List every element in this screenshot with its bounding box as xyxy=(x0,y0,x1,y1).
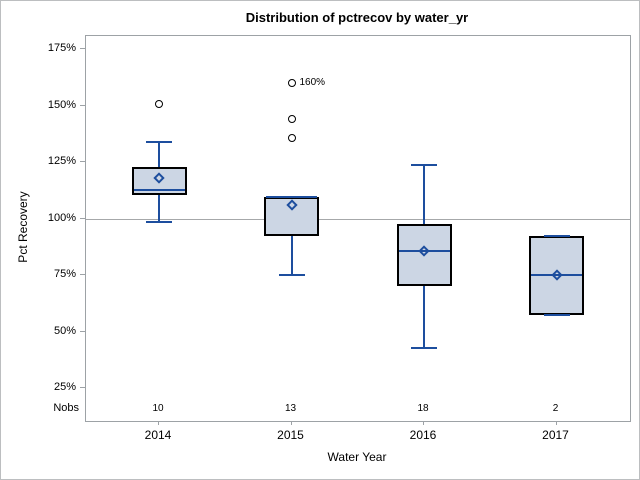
outlier-2015-0 xyxy=(287,134,296,143)
whisker-cap-bottom-2016 xyxy=(411,347,437,350)
y-tick-mark-175 xyxy=(80,48,85,50)
x-tick-label-2017: 2017 xyxy=(542,428,569,442)
y-tick-mark-100 xyxy=(80,217,85,219)
whisker-cap-bottom-2015 xyxy=(278,274,305,277)
whisker-cap-bottom-2014 xyxy=(146,220,172,223)
x-axis-title: Water Year xyxy=(327,450,387,464)
x-tick-mark-2015 xyxy=(290,421,292,425)
y-tick-label-125: 125% xyxy=(47,155,76,168)
y-tick-label-25: 25% xyxy=(53,381,76,393)
whisker-cap-top-2014 xyxy=(146,140,172,143)
outlier-2015-2 xyxy=(287,78,296,87)
nobs-value-2016: 18 xyxy=(417,403,429,414)
reference-line-100 xyxy=(86,218,630,220)
outlier-2015-1 xyxy=(287,115,296,124)
outlier-2014-0 xyxy=(155,100,163,109)
x-tick-mark-2017 xyxy=(555,421,557,425)
x-tick-mark-2016 xyxy=(423,421,424,425)
box-2016 xyxy=(396,224,452,287)
y-tick-label-75: 75% xyxy=(53,268,76,281)
whisker-cap-top-2015 xyxy=(278,196,305,199)
y-tick-mark-150 xyxy=(80,104,85,106)
box-2015 xyxy=(264,197,319,236)
nobs-value-2014: 10 xyxy=(152,403,164,414)
x-tick-label-2014: 2014 xyxy=(144,428,172,442)
median-2016 xyxy=(398,250,450,253)
x-tick-label-2015: 2015 xyxy=(277,428,304,442)
y-tick-label-150: 150% xyxy=(47,98,76,111)
median-2017 xyxy=(531,274,582,277)
chart-title: Distribution of pctrecov by water_yr xyxy=(245,10,469,25)
nobs-row-label: Nobs xyxy=(53,402,79,414)
nobs-value-2017: 2 xyxy=(552,403,559,414)
outlier-label-2015-2: 160% xyxy=(299,76,326,88)
whisker-2015 xyxy=(290,197,293,276)
x-tick-label-2016: 2016 xyxy=(409,428,437,442)
plot-area: 160% xyxy=(85,35,631,422)
y-tick-label-100: 100% xyxy=(47,211,76,224)
y-tick-label-50: 50% xyxy=(53,324,76,337)
y-tick-mark-50 xyxy=(80,330,85,332)
median-2014 xyxy=(133,189,185,192)
x-tick-mark-2014 xyxy=(158,421,159,425)
whisker-cap-top-2016 xyxy=(411,164,437,167)
y-tick-mark-125 xyxy=(80,161,85,163)
whisker-cap-bottom-2017 xyxy=(543,313,570,316)
whisker-cap-top-2017 xyxy=(543,234,570,237)
nobs-value-2015: 13 xyxy=(284,403,297,414)
y-tick-mark-25 xyxy=(80,387,85,388)
y-tick-label-175: 175% xyxy=(47,42,76,55)
y-tick-mark-75 xyxy=(80,274,85,276)
